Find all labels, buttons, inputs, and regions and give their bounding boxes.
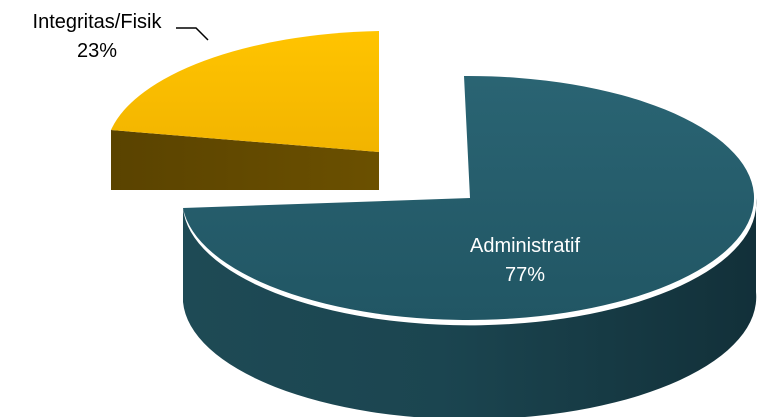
data-label-integritas-fisik-name: Integritas/Fisik: [33, 11, 163, 33]
slice-integritas-fisik[interactable]: [111, 31, 379, 190]
slice-integritas-fisik-side: [111, 130, 379, 190]
slice-administratif-top: [183, 75, 755, 320]
data-label-administratif-value: 77%: [505, 264, 545, 286]
data-label-administratif-name: Administratif: [470, 235, 580, 257]
slice-integritas-fisik-top: [111, 31, 379, 152]
slice-administratif[interactable]: [183, 75, 757, 417]
slice-administratif-side: [183, 198, 757, 417]
leader-line: [176, 27, 209, 41]
data-label-integritas-fisik-value: 23%: [77, 40, 117, 62]
